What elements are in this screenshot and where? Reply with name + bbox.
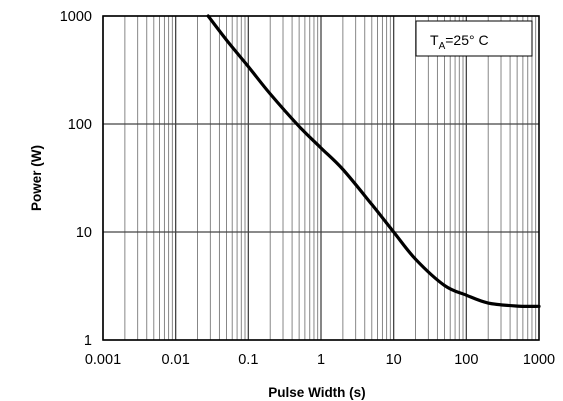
x-tick-label: 1 bbox=[317, 352, 325, 368]
x-tick-label: 0.001 bbox=[85, 352, 121, 368]
annotation-rest: =25° C bbox=[445, 32, 488, 48]
tick-labels: 0.001 0.01 0.1 1 10 100 1000 1 10 100 1000 bbox=[60, 9, 555, 368]
power-curve bbox=[206, 14, 541, 309]
x-tick-label: 0.01 bbox=[162, 352, 190, 368]
y-tick-label: 1 bbox=[84, 333, 92, 349]
svg-text:TA=25° C: TA=25° C bbox=[430, 32, 489, 52]
y-tick-label: 1000 bbox=[60, 9, 92, 25]
annotation-main: T bbox=[430, 32, 439, 48]
y-axis-label: Power (W) bbox=[29, 145, 44, 211]
x-axis-label: Pulse Width (s) bbox=[268, 385, 365, 400]
temperature-annotation: TA=25° C bbox=[415, 20, 533, 57]
plot-frame bbox=[102, 15, 540, 341]
x-tick-label: 10 bbox=[386, 352, 402, 368]
x-tick-label: 100 bbox=[454, 352, 478, 368]
y-tick-label: 100 bbox=[68, 117, 92, 133]
annotation-sub: A bbox=[439, 41, 446, 52]
x-tick-label: 1000 bbox=[523, 352, 555, 368]
y-tick-label: 10 bbox=[76, 225, 92, 241]
x-tick-label: 0.1 bbox=[238, 352, 258, 368]
